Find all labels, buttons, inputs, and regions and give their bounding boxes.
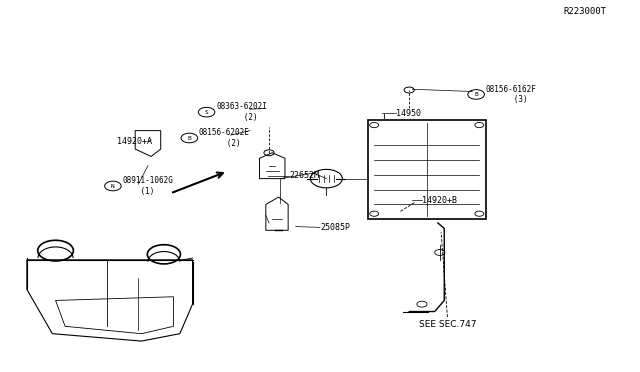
Text: B: B: [474, 92, 478, 97]
Text: SEE SEC.747: SEE SEC.747: [419, 320, 476, 329]
Text: B: B: [188, 135, 191, 141]
Text: 08911-1062G
    (1): 08911-1062G (1): [122, 176, 173, 196]
Text: 25085P: 25085P: [320, 223, 350, 232]
Text: 08156-6202E
      (2): 08156-6202E (2): [199, 128, 250, 148]
Text: 14920+A: 14920+A: [117, 137, 152, 146]
Text: S: S: [205, 110, 209, 115]
Text: 22652M: 22652M: [289, 171, 319, 180]
Text: 14950: 14950: [396, 109, 422, 118]
Text: 14920+B: 14920+B: [422, 196, 457, 205]
Text: R223000T: R223000T: [564, 7, 607, 16]
Text: 08363-6202I
      (2): 08363-6202I (2): [216, 102, 267, 122]
Text: N: N: [111, 183, 115, 189]
Text: 08156-6162F
      (3): 08156-6162F (3): [486, 85, 536, 104]
